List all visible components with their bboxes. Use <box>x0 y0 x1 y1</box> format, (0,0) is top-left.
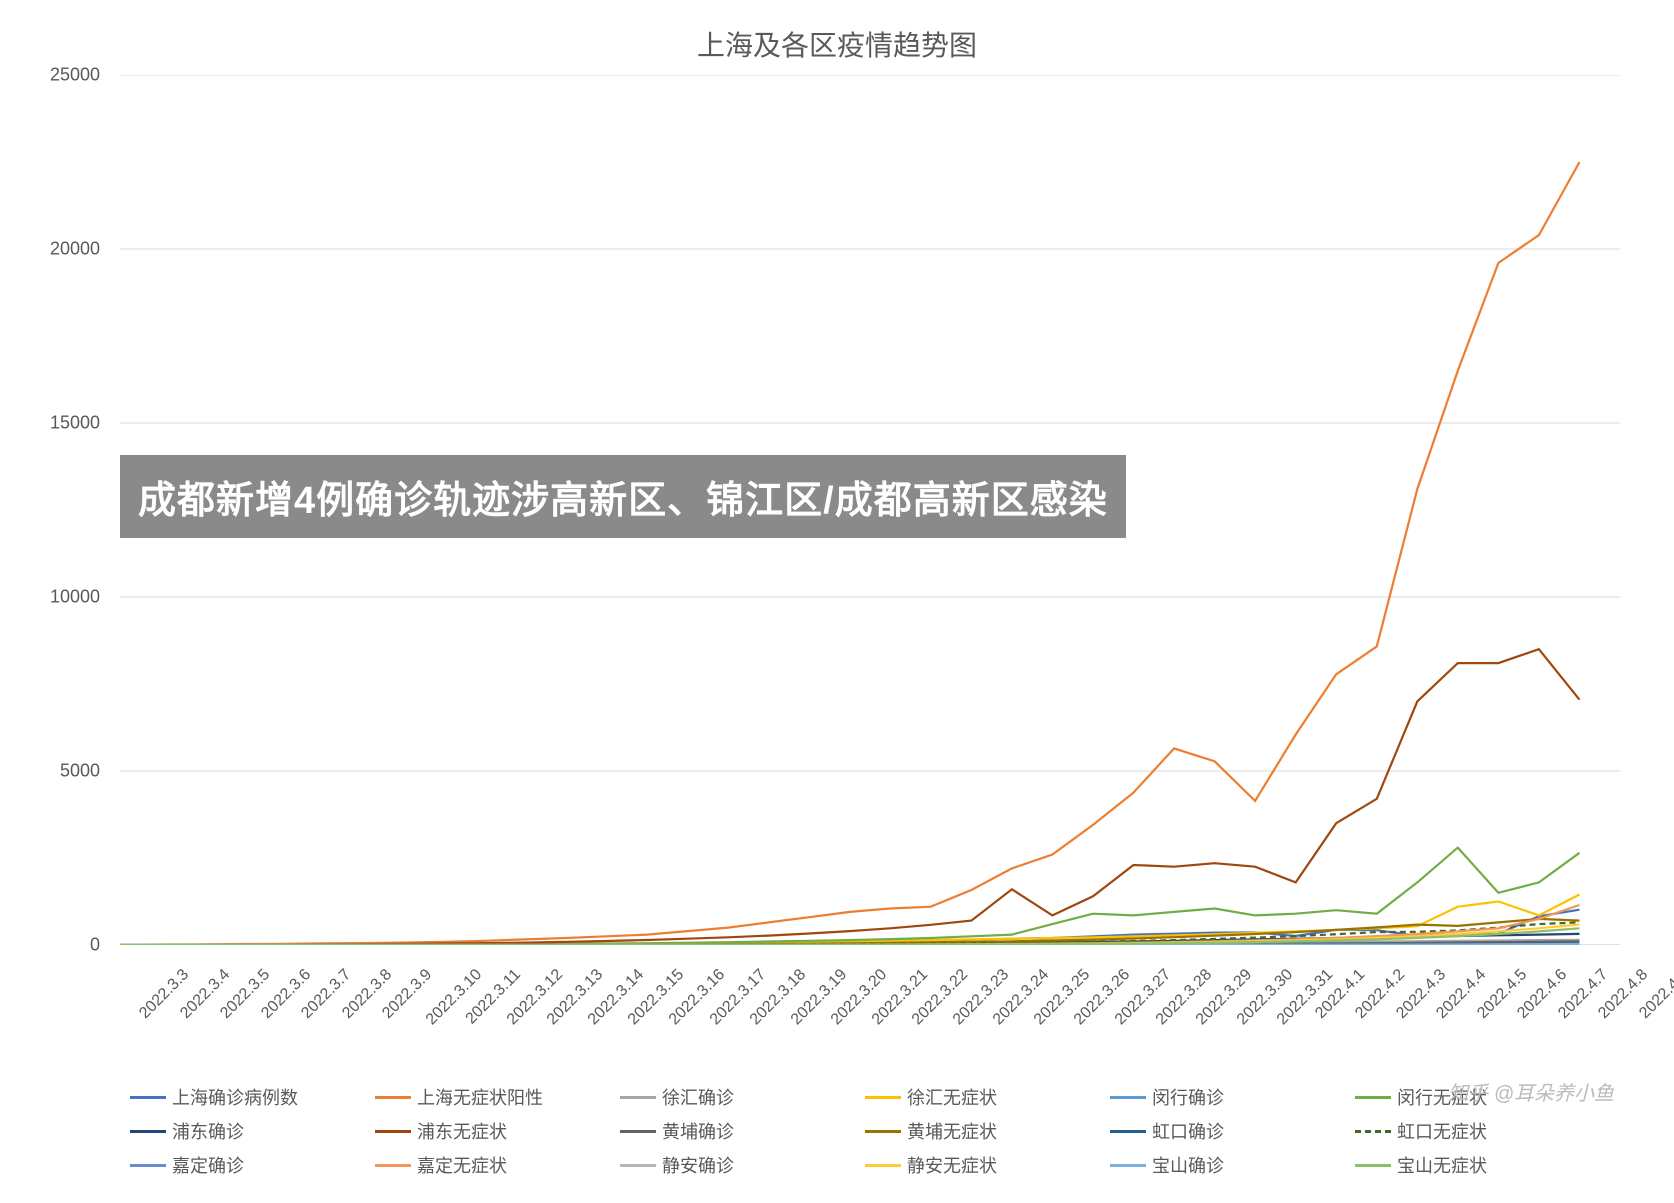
legend-item: 黄埔确诊 <box>620 1114 865 1148</box>
legend-label: 黄埔无症状 <box>907 1118 997 1144</box>
legend-item: 虹口无症状 <box>1355 1114 1600 1148</box>
legend-label: 宝山无症状 <box>1397 1152 1487 1178</box>
series-line <box>120 649 1580 945</box>
legend-item: 黄埔无症状 <box>865 1114 1110 1148</box>
legend-item: 静安无症状 <box>865 1148 1110 1182</box>
legend-label: 嘉定无症状 <box>417 1152 507 1178</box>
legend-item: 上海确诊病例数 <box>130 1080 375 1114</box>
legend-swatch <box>1110 1130 1146 1133</box>
legend-swatch <box>1110 1164 1146 1167</box>
legend-item: 宝山确诊 <box>1110 1148 1355 1182</box>
y-tick-label: 10000 <box>50 587 100 608</box>
legend-swatch <box>1355 1130 1391 1133</box>
legend-swatch <box>865 1130 901 1133</box>
legend-swatch <box>620 1096 656 1099</box>
overlay-banner: 成都新增4例确诊轨迹涉高新区、锦江区/成都高新区感染 <box>120 455 1126 538</box>
y-tick-label: 15000 <box>50 413 100 434</box>
legend-item: 徐汇无症状 <box>865 1080 1110 1114</box>
series-line <box>120 162 1580 945</box>
legend-swatch <box>620 1164 656 1167</box>
legend-item: 虹口确诊 <box>1110 1114 1355 1148</box>
legend-item: 嘉定确诊 <box>130 1148 375 1182</box>
legend-item: 嘉定无症状 <box>375 1148 620 1182</box>
legend-item: 上海无症状阳性 <box>375 1080 620 1114</box>
y-tick-label: 25000 <box>50 65 100 86</box>
legend-swatch <box>130 1164 166 1167</box>
legend-label: 虹口无症状 <box>1397 1118 1487 1144</box>
legend: 上海确诊病例数上海无症状阳性徐汇确诊徐汇无症状闵行确诊闵行无症状浦东确诊浦东无症… <box>130 1080 1630 1182</box>
legend-label: 黄埔确诊 <box>662 1118 734 1144</box>
legend-item: 徐汇确诊 <box>620 1080 865 1114</box>
legend-swatch <box>375 1096 411 1099</box>
legend-label: 浦东无症状 <box>417 1118 507 1144</box>
legend-swatch <box>1355 1096 1391 1099</box>
legend-label: 虹口确诊 <box>1152 1118 1224 1144</box>
y-axis-labels: 0500010000150002000025000 <box>0 75 110 945</box>
legend-label: 浦东确诊 <box>172 1118 244 1144</box>
legend-label: 徐汇确诊 <box>662 1084 734 1110</box>
legend-item: 静安确诊 <box>620 1148 865 1182</box>
legend-swatch <box>130 1130 166 1133</box>
legend-swatch <box>375 1130 411 1133</box>
legend-swatch <box>865 1096 901 1099</box>
watermark: 知乎 @耳朵养小鱼 <box>1448 1077 1614 1106</box>
legend-label: 宝山确诊 <box>1152 1152 1224 1178</box>
legend-swatch <box>1110 1096 1146 1099</box>
legend-label: 闵行确诊 <box>1152 1084 1224 1110</box>
y-tick-label: 20000 <box>50 239 100 260</box>
y-tick-label: 0 <box>90 935 100 956</box>
legend-label: 上海无症状阳性 <box>417 1084 543 1110</box>
legend-swatch <box>620 1130 656 1133</box>
legend-label: 嘉定确诊 <box>172 1152 244 1178</box>
legend-label: 徐汇无症状 <box>907 1084 997 1110</box>
chart-title: 上海及各区疫情趋势图 <box>0 0 1674 64</box>
legend-item: 浦东确诊 <box>130 1114 375 1148</box>
legend-swatch <box>1355 1164 1391 1167</box>
legend-label: 静安确诊 <box>662 1152 734 1178</box>
y-tick-label: 5000 <box>60 761 100 782</box>
legend-label: 上海确诊病例数 <box>172 1084 298 1110</box>
legend-swatch <box>130 1096 166 1099</box>
legend-swatch <box>375 1164 411 1167</box>
legend-item: 浦东无症状 <box>375 1114 620 1148</box>
legend-swatch <box>865 1164 901 1167</box>
legend-item: 闵行确诊 <box>1110 1080 1355 1114</box>
legend-item: 宝山无症状 <box>1355 1148 1600 1182</box>
x-axis-labels: 2022.3.32022.3.42022.3.52022.3.62022.3.7… <box>120 960 1620 1080</box>
legend-label: 静安无症状 <box>907 1152 997 1178</box>
